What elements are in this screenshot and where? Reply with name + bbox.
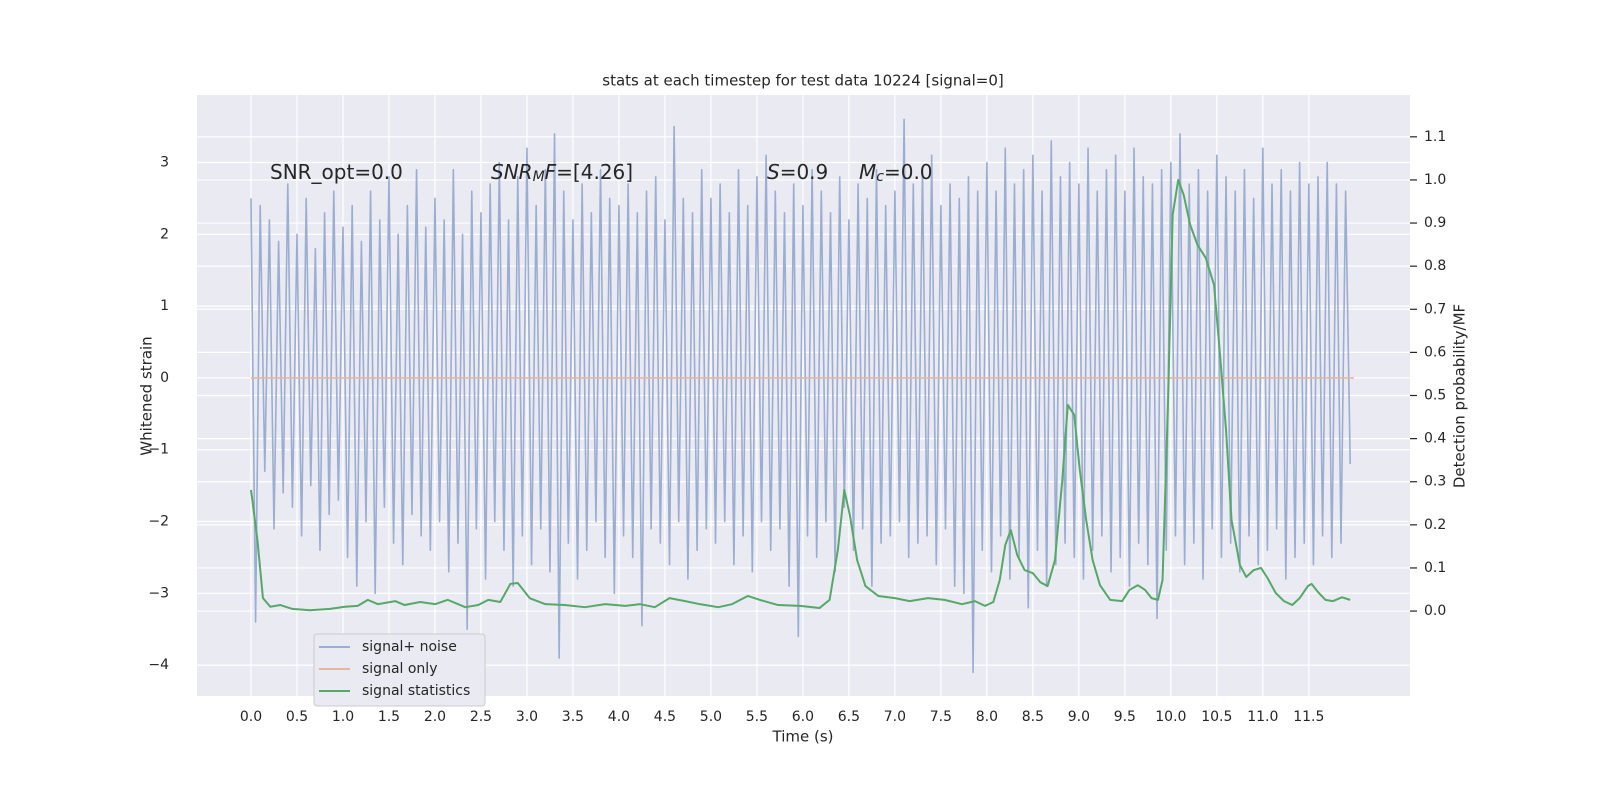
legend: signal+ noise signal only signal statistic… <box>313 633 486 707</box>
y2-tick-label: 1.0 <box>1424 172 1446 188</box>
x-tick-label: 9.0 <box>1068 709 1090 725</box>
annotation-part: =0.0 <box>884 160 933 184</box>
x-tick-label: 11.0 <box>1247 709 1278 725</box>
y-axis-label: Whitened strain <box>138 336 156 455</box>
y2-tick-label: 0.4 <box>1424 431 1446 447</box>
x-tick-label: 6.0 <box>792 709 814 725</box>
legend-box <box>313 633 486 707</box>
x-tick-label: 1.5 <box>378 709 400 725</box>
y2-tick-label: 0.3 <box>1424 474 1446 490</box>
y-tick-label: 1 <box>160 298 169 314</box>
legend-label: signal statistics <box>362 683 470 699</box>
y2-tick-label: 0.2 <box>1424 517 1446 533</box>
y2-tick-label: 0.9 <box>1424 215 1446 231</box>
annotation: SNR_opt=0.0 <box>270 160 403 184</box>
annotation: S=0.9 <box>767 160 828 184</box>
x-tick-label: 8.0 <box>976 709 998 725</box>
y2-tick-label: 0.7 <box>1424 301 1446 317</box>
x-tick-label: 5.0 <box>700 709 722 725</box>
y-tick-label: −1 <box>148 442 169 458</box>
x-tick-label: 10.5 <box>1201 709 1232 725</box>
y-tick-label: −4 <box>148 657 169 673</box>
x-tick-label: 11.5 <box>1293 709 1324 725</box>
y-tick-label: −2 <box>148 514 169 530</box>
x-tick-label: 1.0 <box>332 709 354 725</box>
x-tick-label: 2.0 <box>424 709 446 725</box>
x-tick-label: 0.0 <box>240 709 262 725</box>
x-tick-label: 0.5 <box>286 709 308 725</box>
x-tick-label: 8.5 <box>1022 709 1044 725</box>
y-tick-label: 3 <box>160 154 169 170</box>
annotation-part: =[4.26] <box>556 160 633 184</box>
x-tick-label: 6.5 <box>838 709 860 725</box>
annotation: Mc=0.0 <box>859 160 933 185</box>
annotation-part: =0.9 <box>780 160 829 184</box>
legend-label: signal+ noise <box>362 639 457 655</box>
y2-axis-label: Detection probability/MF <box>1451 304 1469 488</box>
y2-tick-label: 0.8 <box>1424 258 1446 274</box>
series-line <box>249 178 1351 612</box>
x-tick-label: 2.5 <box>470 709 492 725</box>
x-tick-label: 4.0 <box>608 709 630 725</box>
annotation-part: SNR <box>491 160 533 184</box>
annotation-part: F <box>545 160 557 184</box>
y2-tick-label: 0.6 <box>1424 344 1446 360</box>
y2-tick-label: 0.1 <box>1424 560 1446 576</box>
series-line <box>250 118 1352 674</box>
x-tick-label: 3.0 <box>516 709 538 725</box>
x-tick-label: 7.5 <box>930 709 952 725</box>
annotation: SNRMF=[4.26] <box>491 160 633 185</box>
x-tick-label: 9.5 <box>1114 709 1136 725</box>
x-tick-label: 5.5 <box>746 709 768 725</box>
y2-tick-label: 0.0 <box>1424 603 1446 619</box>
y-tick-label: −3 <box>148 585 169 601</box>
chart-title: stats at each timestep for test data 102… <box>602 72 1003 90</box>
y2-tick-label: 0.5 <box>1424 388 1446 404</box>
annotation-part: M <box>859 160 876 184</box>
x-tick-label: 7.0 <box>884 709 906 725</box>
y-tick-label: 2 <box>160 226 169 242</box>
annotation-part: M <box>533 169 545 185</box>
annotation-part: S <box>767 160 780 184</box>
x-axis-label: Time (s) <box>772 728 834 746</box>
x-tick-label: 4.5 <box>654 709 676 725</box>
x-tick-label: 3.5 <box>562 709 584 725</box>
y2-tick-label: 1.1 <box>1424 129 1446 145</box>
annotation-part: SNR_opt=0.0 <box>270 160 403 184</box>
y-tick-label: 0 <box>160 370 169 386</box>
annotation-part: c <box>876 169 884 185</box>
legend-label: signal only <box>362 661 437 677</box>
x-tick-label: 10.0 <box>1155 709 1186 725</box>
